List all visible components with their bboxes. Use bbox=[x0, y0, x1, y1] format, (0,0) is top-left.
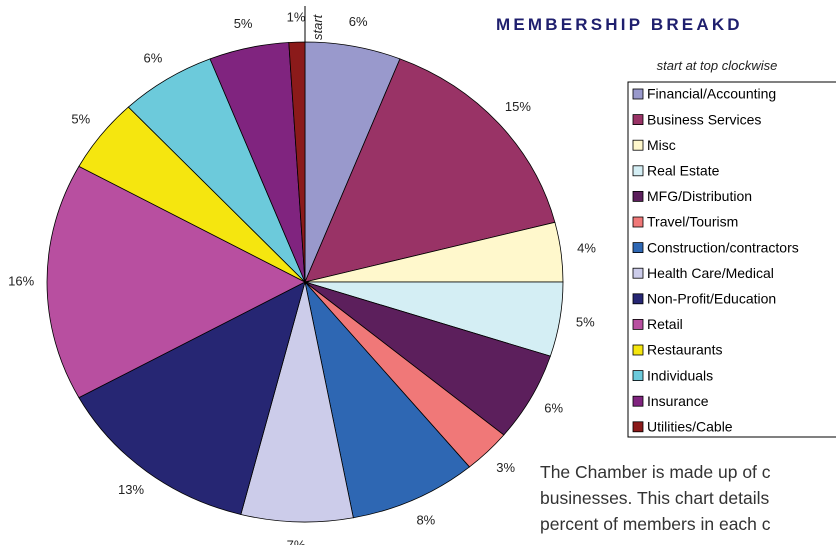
description-line: businesses. This chart details bbox=[540, 488, 769, 508]
legend-swatch bbox=[632, 139, 644, 151]
legend-label: Misc bbox=[647, 137, 676, 153]
legend-label: Health Care/Medical bbox=[647, 265, 774, 281]
slice-label: 8% bbox=[416, 512, 435, 527]
slice-label: 5% bbox=[71, 112, 90, 127]
pie-slice bbox=[78, 281, 306, 515]
legend-swatch bbox=[632, 114, 644, 125]
legend-box bbox=[627, 81, 836, 438]
start-annotation: start bbox=[310, 13, 325, 40]
legend-swatch bbox=[632, 318, 644, 330]
description: The Chamber is made up of c businesses. T… bbox=[540, 462, 771, 534]
slice-label: 3% bbox=[496, 460, 515, 475]
slice-label: 6% bbox=[349, 14, 368, 29]
slice-label: 7% bbox=[287, 537, 306, 545]
slice-label: 13% bbox=[118, 482, 144, 497]
legend-label: Non-Profit/Education bbox=[647, 291, 776, 307]
legend-label: Retail bbox=[647, 316, 683, 332]
legend: Financial/Accounting Business Services Mis… bbox=[627, 81, 836, 438]
legend-swatch bbox=[632, 88, 644, 100]
pie-slice bbox=[288, 41, 306, 283]
pie-slice bbox=[240, 281, 354, 523]
legend-swatch bbox=[632, 293, 644, 305]
legend-label: Construction/contractors bbox=[647, 239, 799, 255]
slice-label: 4% bbox=[577, 240, 596, 255]
legend-label: Real Estate bbox=[647, 163, 720, 179]
description-line: The Chamber is made up of c bbox=[540, 462, 771, 482]
legend-label: Individuals bbox=[647, 367, 713, 383]
slice-label: 5% bbox=[576, 315, 595, 330]
pie-slice bbox=[304, 280, 471, 519]
legend-title: start at top clockwise bbox=[657, 58, 778, 73]
legend-swatch bbox=[632, 242, 644, 254]
pie-slice bbox=[46, 165, 306, 399]
legend-label: Business Services bbox=[647, 111, 761, 127]
description-line: percent of members in each c bbox=[540, 514, 771, 534]
legend-label: Financial/Accounting bbox=[647, 86, 776, 102]
pie-slice bbox=[304, 58, 556, 283]
legend-label: Insurance bbox=[647, 393, 709, 409]
slice-label: 6% bbox=[144, 51, 163, 66]
legend-label: Restaurants bbox=[647, 342, 722, 358]
legend-swatch bbox=[632, 370, 644, 382]
legend-swatch bbox=[632, 190, 644, 202]
legend-swatch bbox=[632, 395, 644, 407]
legend-swatch bbox=[632, 344, 644, 356]
legend-label: Travel/Tourism bbox=[647, 214, 738, 230]
slice-label: 5% bbox=[234, 16, 253, 31]
slice-label: 15% bbox=[505, 99, 531, 114]
pie: 6% 15% 4% 5% 6% 3% 8% 7% 13% 16% 5% 6% 5% 1% bbox=[8, 10, 596, 545]
legend-swatch bbox=[632, 267, 644, 279]
legend-swatch bbox=[632, 421, 644, 433]
slice-label: 16% bbox=[8, 273, 34, 288]
legend-swatch bbox=[632, 216, 644, 228]
slice-label: 1% bbox=[287, 10, 306, 25]
chart-title: MEMBERSHIP BREAKD bbox=[496, 15, 743, 34]
legend-label: MFG/Distribution bbox=[647, 188, 752, 204]
legend-swatch bbox=[632, 165, 644, 177]
legend-label: Utilities/Cable bbox=[647, 419, 733, 435]
slice-label: 6% bbox=[544, 401, 563, 416]
